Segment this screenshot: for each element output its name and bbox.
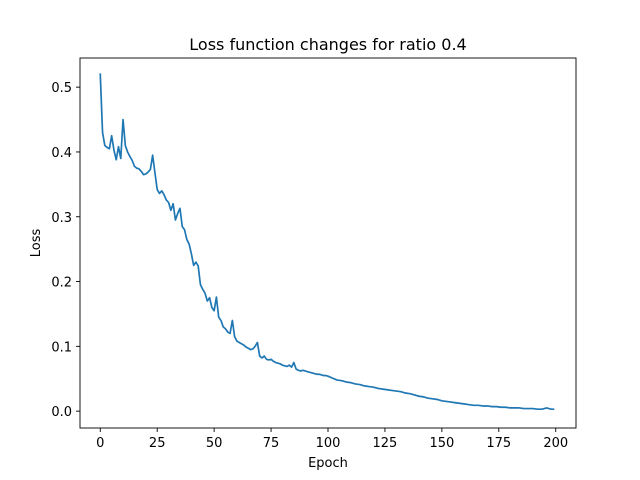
x-tick-label: 25 [149,436,166,451]
chart-title: Loss function changes for ratio 0.4 [189,35,466,54]
series-line [99,73,555,411]
x-tick-label: 75 [263,436,280,451]
x-tick-label: 200 [543,436,568,451]
y-axis-label: Loss [29,229,44,258]
x-axis: 0 25 50 75 100 125 150 175 200 [96,428,568,451]
y-axis: 0.0 0.1 0.2 0.3 0.4 0.5 [51,81,80,420]
x-tick-label: 50 [206,436,223,451]
x-tick-label: 125 [373,436,398,451]
x-tick-label: 100 [316,436,341,451]
x-tick-label: 175 [486,436,511,451]
y-tick-label: 0.5 [51,81,72,96]
y-tick-label: 0.0 [51,405,72,420]
y-tick-label: 0.2 [51,276,72,291]
plot-frame [79,57,577,429]
x-axis-label: Epoch [308,456,348,471]
y-tick-label: 0.4 [51,146,72,161]
y-tick-label: 0.1 [51,340,72,355]
y-tick-label: 0.3 [51,211,72,226]
x-tick-label: 0 [96,436,104,451]
x-tick-label: 150 [429,436,454,451]
